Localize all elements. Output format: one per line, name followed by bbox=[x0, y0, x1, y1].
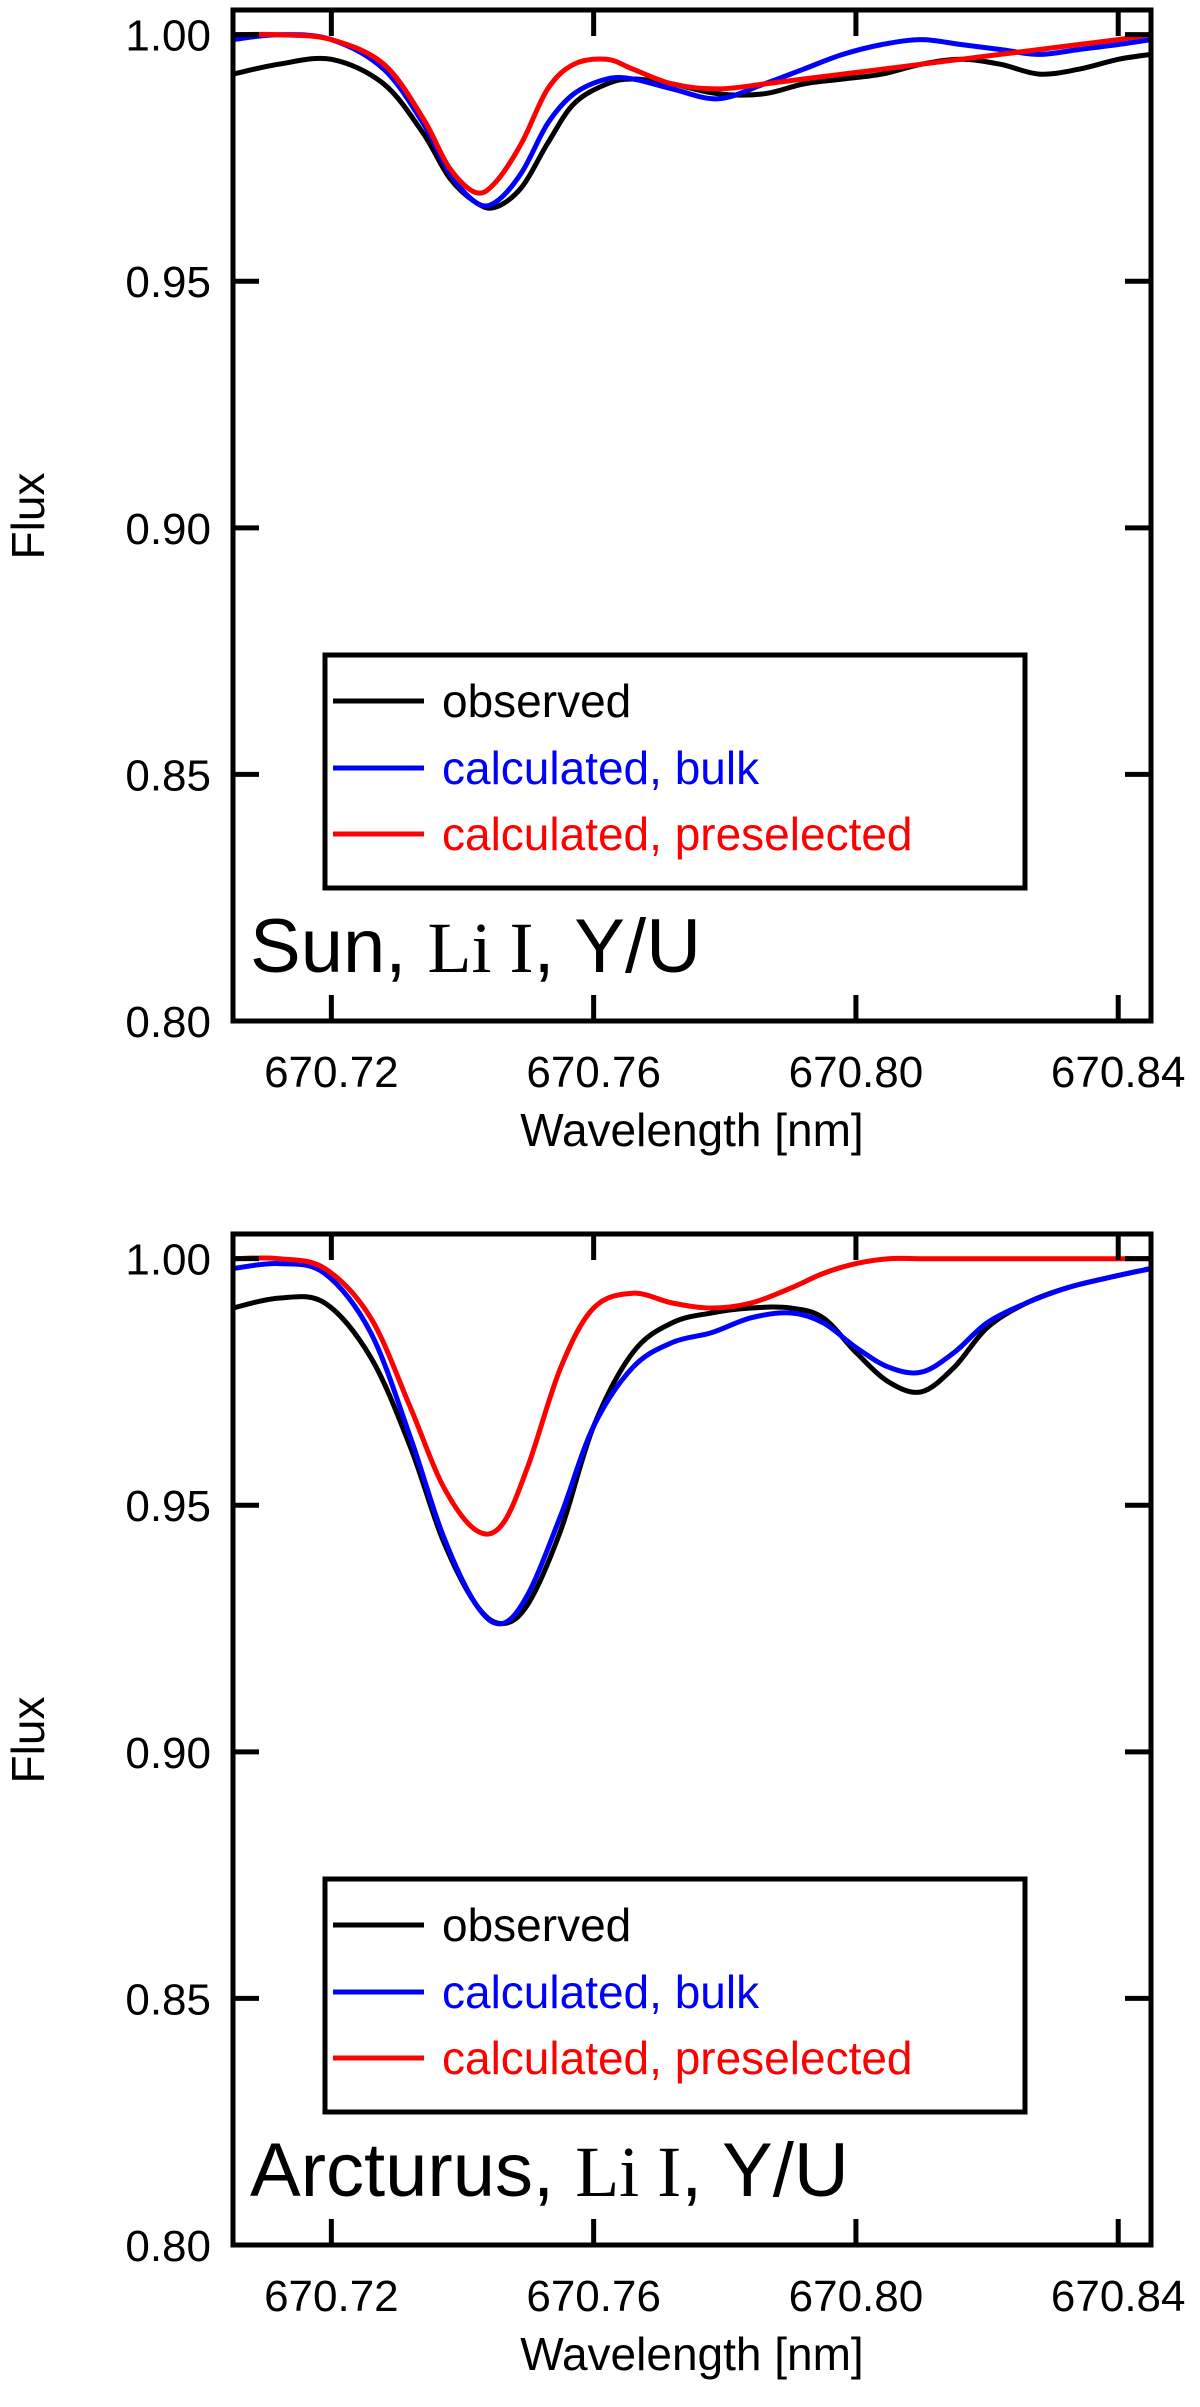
sun-xtick-label-670-84: 670.84 bbox=[1051, 1048, 1186, 1097]
sun-legend-bulk: calculated, bulk bbox=[442, 742, 760, 794]
sun-xlabel: Wavelength [nm] bbox=[520, 1104, 863, 1156]
sun-ytick-label-1-00: 1.00 bbox=[125, 12, 211, 61]
sun-label-prefix: Sun, bbox=[250, 904, 427, 989]
arcturus-panel-label: Arcturus, Li I, Y/U bbox=[250, 2128, 849, 2213]
sun-tick-layer: 0.80 0.85 0.90 0.95 1.00 670.72 670.76 670.80 67… bbox=[125, 10, 1186, 1097]
sun-ytick-label-0-90: 0.90 bbox=[125, 505, 211, 554]
sun-ytick-label-0-95: 0.95 bbox=[125, 258, 211, 307]
arcturus-ylabel: Flux bbox=[2, 1697, 54, 1784]
arcturus-label-suffix: , Y/U bbox=[681, 2128, 849, 2213]
sun-xtick-label-670-76: 670.76 bbox=[526, 1048, 661, 1097]
sun-legend: observed calculated, bulk calculated, pr… bbox=[322, 652, 1028, 891]
sun-series-calculated-preselected bbox=[232, 31, 1152, 196]
sun-ytick-label-0-80: 0.80 bbox=[125, 998, 211, 1047]
sun-legend-box bbox=[322, 652, 1028, 891]
arcturus-legend-preselected: calculated, preselected bbox=[442, 2032, 913, 2084]
arcturus-legend-observed: observed bbox=[442, 1899, 631, 1951]
arcturus-ytick-label-1-00: 1.00 bbox=[125, 1236, 211, 1285]
sun-ytick-label-0-85: 0.85 bbox=[125, 751, 211, 800]
arcturus-legend: observed calculated, bulk calculated, pr… bbox=[322, 1876, 1028, 2115]
arcturus-ytick-label-0-90: 0.90 bbox=[125, 1729, 211, 1778]
arcturus-legend-bulk: calculated, bulk bbox=[442, 1966, 760, 2018]
sun-ylabel: Flux bbox=[2, 473, 54, 560]
sun-series-layer bbox=[232, 31, 1152, 211]
arcturus-xlabel: Wavelength [nm] bbox=[520, 2328, 863, 2380]
sun-panel: 0.80 0.85 0.90 0.95 1.00 670.72 670.76 670.80 67… bbox=[2, 7, 1186, 1156]
arcturus-xtick-label-670-80: 670.80 bbox=[789, 2272, 924, 2321]
arcturus-series-observed bbox=[232, 1266, 1152, 1627]
arcturus-xtick-label-670-84: 670.84 bbox=[1051, 2272, 1186, 2321]
sun-xtick-label-670-80: 670.80 bbox=[789, 1048, 924, 1097]
arcturus-label-prefix: Arcturus, bbox=[250, 2128, 575, 2213]
arcturus-ytick-label-0-95: 0.95 bbox=[125, 1482, 211, 1531]
sun-label-suffix: , Y/U bbox=[533, 904, 701, 989]
sun-plot-frame bbox=[230, 7, 1154, 1024]
arcturus-ytick-label-0-85: 0.85 bbox=[125, 1975, 211, 2024]
arcturus-panel: 0.80 0.85 0.90 0.95 1.00 670.72 670.76 670.80 67… bbox=[2, 1231, 1186, 2380]
arcturus-xtick-label-670-72: 670.72 bbox=[264, 2272, 399, 2321]
sun-legend-observed: observed bbox=[442, 675, 631, 727]
arcturus-plot-frame bbox=[230, 1231, 1154, 2248]
sun-xtick-label-670-72: 670.72 bbox=[264, 1048, 399, 1097]
arcturus-xtick-label-670-76: 670.76 bbox=[526, 2272, 661, 2321]
arcturus-ytick-label-0-80: 0.80 bbox=[125, 2222, 211, 2271]
arcturus-series-calculated-bulk bbox=[232, 1261, 1152, 1627]
sun-panel-label: Sun, Li I, Y/U bbox=[250, 904, 701, 989]
sun-series-calculated-bulk bbox=[232, 32, 1152, 209]
sun-legend-preselected: calculated, preselected bbox=[442, 808, 913, 860]
arcturus-legend-box bbox=[322, 1876, 1028, 2115]
sun-series-observed bbox=[232, 51, 1152, 211]
arcturus-series-calculated-preselected bbox=[232, 1255, 1151, 1537]
arcturus-tick-layer: 0.80 0.85 0.90 0.95 1.00 670.72 670.76 670.80 67… bbox=[125, 1234, 1186, 2321]
arcturus-label-ion: Li I bbox=[575, 2132, 681, 2212]
sun-label-ion: Li I bbox=[427, 908, 533, 988]
arcturus-series-layer bbox=[232, 1255, 1152, 1627]
